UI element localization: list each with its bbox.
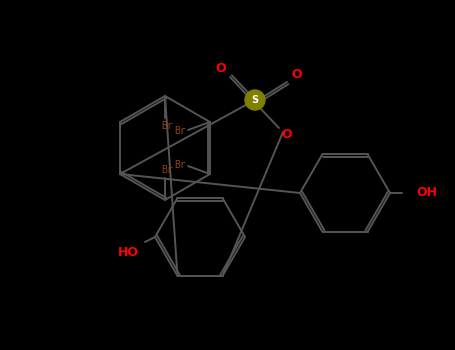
Circle shape <box>245 90 265 110</box>
Text: O: O <box>292 68 302 80</box>
Text: Br: Br <box>161 165 173 175</box>
Text: O: O <box>282 127 292 140</box>
Text: Br: Br <box>174 126 186 136</box>
Text: HO: HO <box>117 245 138 259</box>
Text: Br: Br <box>161 121 173 131</box>
Text: Br: Br <box>174 160 186 170</box>
Text: O: O <box>216 62 226 75</box>
Text: S: S <box>252 95 258 105</box>
Text: OH: OH <box>416 187 437 199</box>
